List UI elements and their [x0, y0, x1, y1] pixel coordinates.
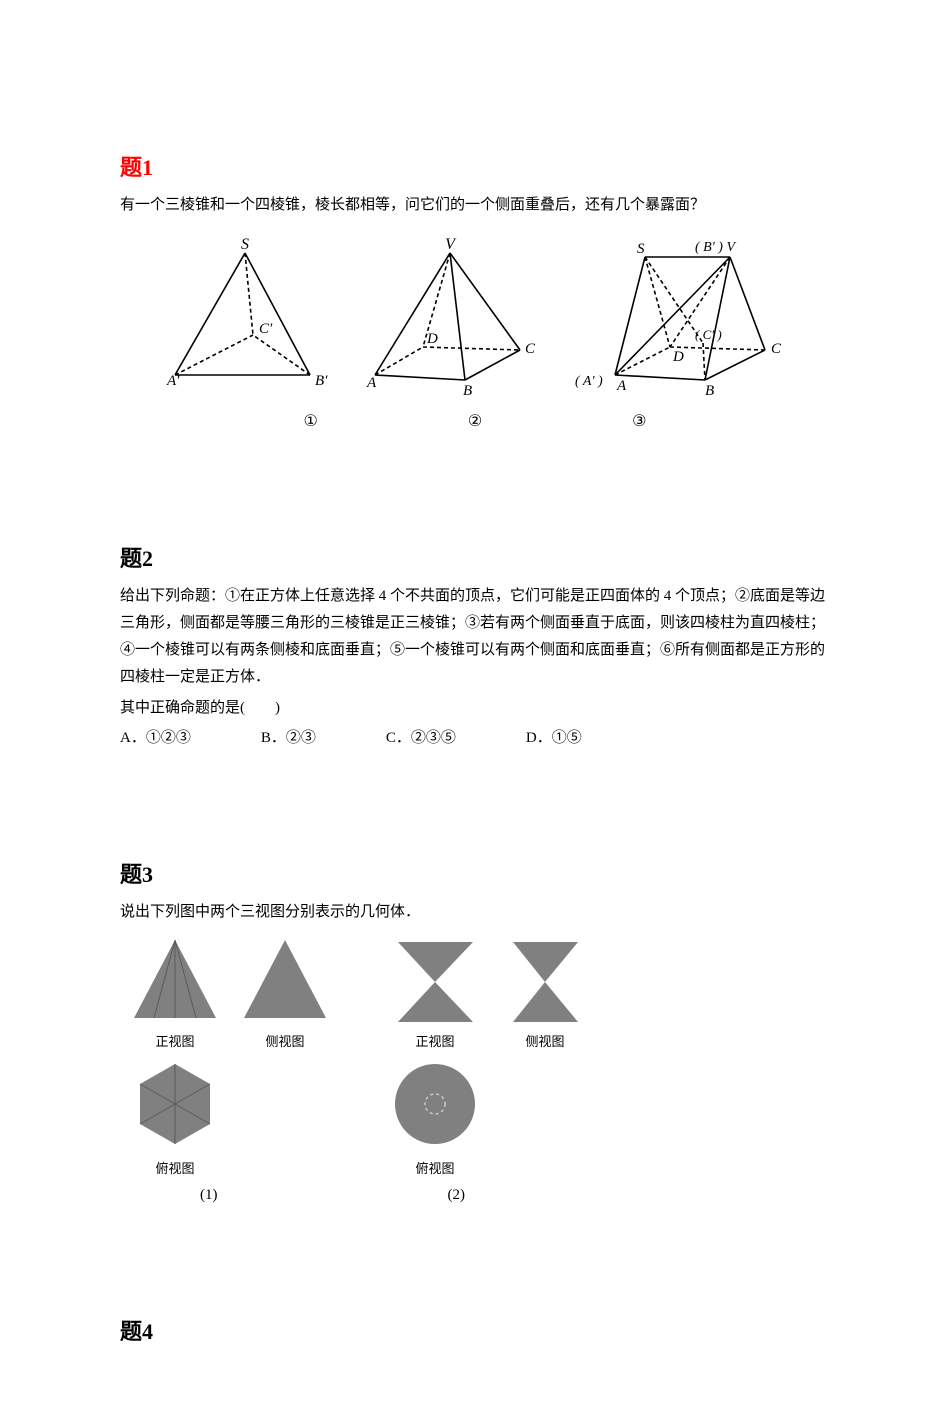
opt-B: B．②③ — [261, 726, 316, 747]
q4-title: 题4 — [120, 1314, 830, 1346]
q2-options: A．①②③ B．②③ C．②③⑤ D．①⑤ — [120, 726, 830, 747]
g1-top: 俯视图 — [128, 1056, 223, 1177]
sub-3: ③ — [632, 411, 646, 431]
q1-fig-combined: S ( B′ ) V ( A′ ) A B C ( C′ ) D — [555, 235, 805, 405]
lbl-A2: A — [616, 378, 627, 394]
lbl-Cp: C′ — [259, 321, 273, 337]
grp-2: (2) — [448, 1187, 466, 1204]
q2-title: 题2 — [120, 541, 830, 573]
q3-group-labels: (1) (2) — [200, 1187, 830, 1204]
lbl-B: B — [463, 383, 472, 399]
q1-sub-labels: ① ② ③ — [120, 411, 830, 431]
q1-text: 有一个三棱锥和一个四棱锥，棱长都相等，问它们的一个侧面重叠后，还有几个暴露面？ — [120, 192, 830, 219]
sub-2: ② — [468, 411, 482, 431]
lbl-D: D — [426, 331, 438, 347]
opt-C: C．②③⑤ — [386, 726, 456, 747]
lbl-front-1: 正视图 — [128, 1031, 223, 1050]
lbl-V: V — [445, 236, 457, 253]
g2-side: 侧视图 — [503, 934, 588, 1050]
lbl-BV: ( B′ ) V — [695, 240, 736, 255]
lbl-Ap: A′ — [166, 373, 180, 389]
q1-fig-tetra: S A′ B′ C′ — [145, 235, 345, 405]
lbl-Cp2: ( C′ ) — [695, 327, 722, 342]
sub-1: ① — [303, 411, 317, 431]
lbl-top-1: 俯视图 — [128, 1158, 223, 1177]
g1-front: 正视图 — [128, 934, 223, 1050]
page-root: 题1 有一个三棱锥和一个四棱锥，棱长都相等，问它们的一个侧面重叠后，还有几个暴露… — [0, 0, 950, 1416]
q1-fig-pyramid: V A B C D — [345, 235, 555, 405]
lbl-C2: C — [771, 341, 782, 357]
g2-front: 正视图 — [388, 934, 483, 1050]
lbl-A: A — [366, 375, 377, 391]
g2-top: 俯视图 — [388, 1056, 483, 1177]
q3-title: 题3 — [120, 857, 830, 889]
lbl-front-2: 正视图 — [388, 1031, 483, 1050]
q2-text: 给出下列命题：①在正方体上任意选择 4 个不共面的顶点，它们可能是正四面体的 4… — [120, 583, 830, 691]
q3-text: 说出下列图中两个三视图分别表示的几何体． — [120, 899, 830, 926]
opt-A: A．①②③ — [120, 726, 191, 747]
lbl-side-1: 侧视图 — [238, 1031, 333, 1050]
lbl-side-2: 侧视图 — [503, 1031, 588, 1050]
lbl-D2: D — [672, 349, 684, 365]
q2-stem: 其中正确命题的是( ) — [120, 695, 830, 722]
grp-1: (1) — [200, 1187, 218, 1204]
lbl-C: C — [525, 341, 536, 357]
lbl-B2: B — [705, 383, 714, 399]
opt-D: D．①⑤ — [526, 726, 582, 747]
q3-views: 正视图 侧视图 正视图 侧视图 俯视图 — [120, 934, 830, 1177]
q1-title: 题1 — [120, 150, 830, 182]
lbl-S: S — [241, 236, 249, 253]
q1-figures: S A′ B′ C′ V A B C D — [120, 235, 830, 405]
lbl-S2: S — [637, 241, 645, 257]
lbl-A1: ( A′ ) — [575, 374, 603, 389]
g1-side: 侧视图 — [238, 934, 333, 1050]
lbl-Bp: B′ — [315, 373, 328, 389]
lbl-top-2: 俯视图 — [388, 1158, 483, 1177]
